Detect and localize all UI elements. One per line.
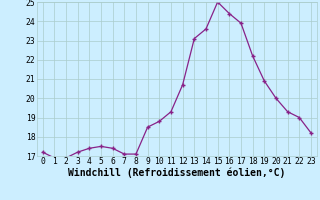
X-axis label: Windchill (Refroidissement éolien,°C): Windchill (Refroidissement éolien,°C) — [68, 168, 285, 178]
